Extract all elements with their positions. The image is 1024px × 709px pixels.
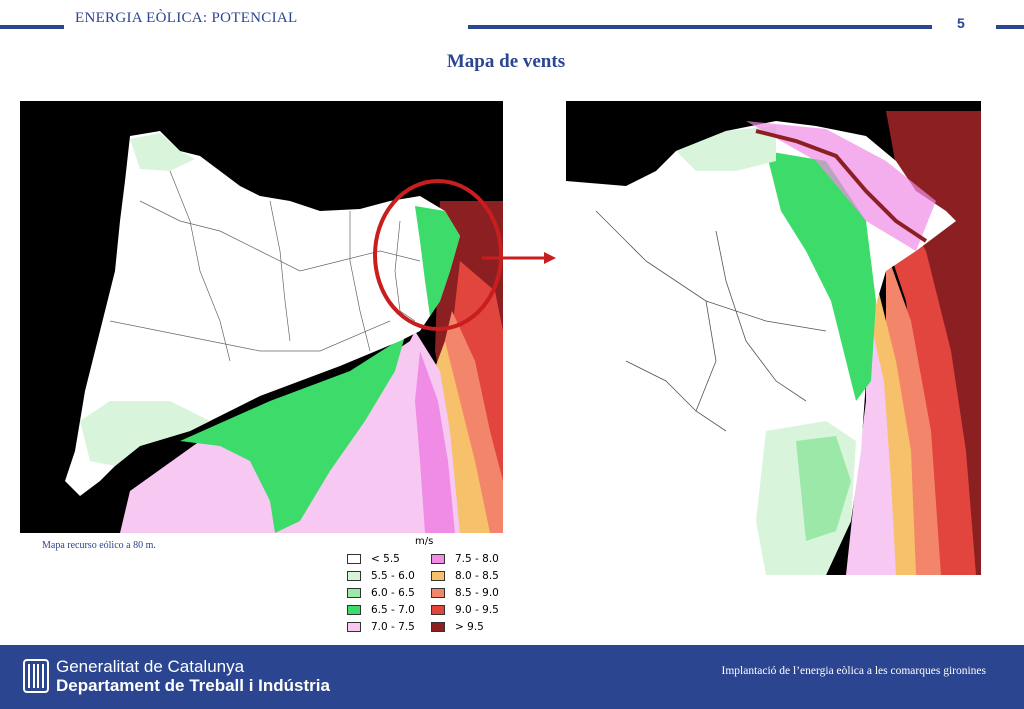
legend-label: 6.5 - 7.0 [371,604,415,616]
header-rule-right [468,25,932,29]
generalitat-logo-icon [23,659,49,693]
legend-item: 5.5 - 6.0 [347,570,415,582]
legend-item: 6.5 - 7.0 [347,604,415,616]
footer-note: Implantació de l’energia eòlica a les co… [721,665,987,677]
legend-item: 7.0 - 7.5 [347,621,415,633]
legend-swatch [347,622,361,632]
wind-speed-legend: m/s < 5.5 5.5 - 6.0 6.0 - 6.5 6.5 - 7.0 7.0 … [343,536,523,636]
map-caption: Mapa recurso eólico a 80 m. [42,540,156,551]
legend-swatch [347,554,361,564]
legend-item: > 9.5 [431,621,484,633]
legend-swatch [347,571,361,581]
legend-item: 8.5 - 9.0 [431,587,499,599]
legend-swatch [431,571,445,581]
legend-label: 7.5 - 8.0 [455,553,499,565]
legend-swatch [347,588,361,598]
header-rule-left [0,25,64,29]
legend-item: 7.5 - 8.0 [431,553,499,565]
legend-label: 8.0 - 8.5 [455,570,499,582]
footer-bar: Generalitat de Catalunya Departament de … [0,645,1024,709]
legend-swatch [431,605,445,615]
legend-item: 8.0 - 8.5 [431,570,499,582]
legend-item: 6.0 - 6.5 [347,587,415,599]
legend-item: < 5.5 [347,553,400,565]
legend-swatch [431,554,445,564]
department-name: Departament de Treball i Indústria [56,676,330,695]
legend-unit: m/s [415,536,434,547]
header-rule-end [996,25,1024,29]
legend-swatch [347,605,361,615]
legend-label: 5.5 - 6.0 [371,570,415,582]
zoom-arrow [482,252,556,264]
legend-label: < 5.5 [371,553,400,565]
legend-label: 6.0 - 6.5 [371,587,415,599]
legend-swatch [431,622,445,632]
legend-label: 7.0 - 7.5 [371,621,415,633]
wind-map-iberia [20,101,503,533]
legend-item: 9.0 - 9.5 [431,604,499,616]
header-title: ENERGIA EÒLICA: POTENCIAL [75,10,298,26]
wind-map-girona-zoom [566,101,981,575]
legend-swatch [431,588,445,598]
page-number: 5 [957,15,965,31]
legend-label: 8.5 - 9.0 [455,587,499,599]
legend-label: > 9.5 [455,621,484,633]
slide-title: Mapa de vents [446,51,566,72]
legend-label: 9.0 - 9.5 [455,604,499,616]
org-name: Generalitat de Catalunya [56,657,245,676]
